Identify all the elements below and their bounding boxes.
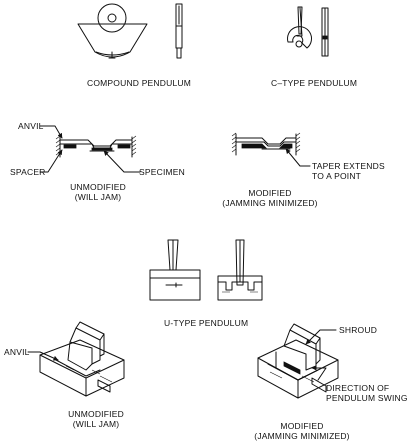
compound-pendulum-side-view — [175, 3, 183, 59]
unmodified-top-caption-line1: UNMODIFIED — [70, 182, 126, 192]
direction-callout-line1: DIRECTION OF — [326, 383, 390, 393]
unmodified-bottom-caption-line2: (WILL JAM) — [72, 419, 120, 429]
modified-u-anvil-drawing — [257, 323, 339, 399]
modified-anvil-drawing — [231, 132, 311, 167]
u-type-pendulum-side-view — [217, 239, 263, 301]
u-type-pendulum-front-view — [149, 239, 201, 301]
unmodified-top-caption-line2: (WILL JAM) — [74, 192, 122, 202]
unmodified-anvil-drawing — [39, 125, 141, 173]
specimen-callout: SPECIMEN — [139, 167, 185, 177]
unmodified-u-anvil-drawing — [27, 321, 125, 397]
unmodified-bottom-caption: UNMODIFIED (WILL JAM) — [54, 409, 138, 429]
u-type-pendulum-label: U-TYPE PENDULUM — [164, 318, 249, 328]
taper-callout-line2: TO A POINT — [312, 171, 362, 181]
shroud-callout: SHROUD — [339, 325, 378, 335]
modified-bottom-caption: MODIFIED (JAMMING MINIMIZED) — [250, 421, 354, 441]
modified-bottom-caption-line1: MODIFIED — [280, 421, 324, 431]
modified-top-caption-line1: MODIFIED — [248, 188, 292, 198]
spacer-callout: SPACER — [10, 167, 46, 177]
c-type-pendulum-label: C–TYPE PENDULUM — [271, 78, 358, 88]
direction-callout-line2: PENDULUM SWING — [326, 393, 408, 403]
c-type-pendulum-drawing — [287, 6, 312, 49]
compound-pendulum-drawing — [77, 3, 148, 59]
unmodified-bottom-caption-line1: UNMODIFIED — [68, 409, 124, 419]
modified-top-caption-line2: (JAMMING MINIMIZED) — [222, 198, 318, 208]
taper-callout: TAPER EXTENDS TO A POINT — [312, 161, 385, 181]
direction-callout: DIRECTION OF PENDULUM SWING — [326, 383, 408, 403]
compound-pendulum-label: COMPOUND PENDULUM — [87, 78, 191, 88]
modified-bottom-caption-line2: (JAMMING MINIMIZED) — [254, 431, 350, 441]
taper-callout-line1: TAPER EXTENDS — [312, 161, 385, 171]
c-type-pendulum-side-view — [321, 7, 329, 57]
modified-top-caption: MODIFIED (JAMMING MINIMIZED) — [218, 188, 322, 208]
anvil-callout-top: ANVIL — [18, 121, 44, 131]
anvil-callout-bottom: ANVIL — [4, 347, 30, 357]
unmodified-top-caption: UNMODIFIED (WILL JAM) — [56, 182, 140, 202]
